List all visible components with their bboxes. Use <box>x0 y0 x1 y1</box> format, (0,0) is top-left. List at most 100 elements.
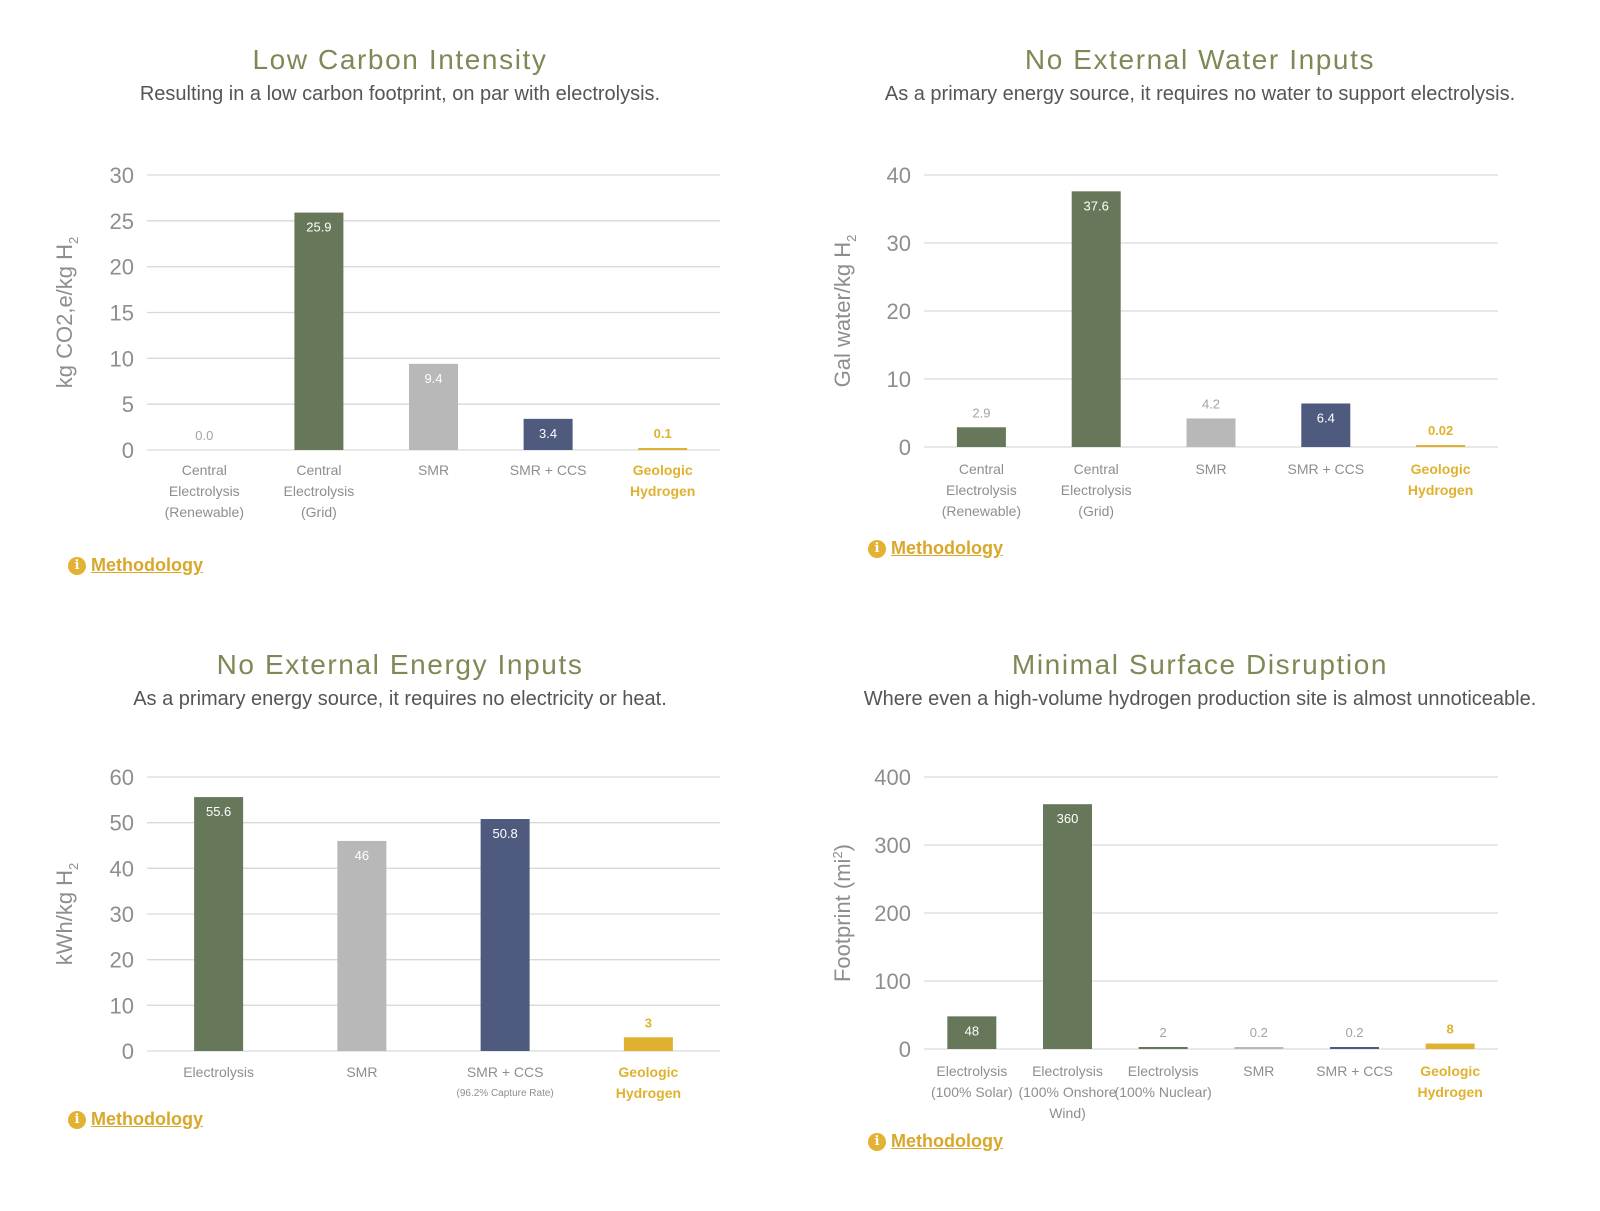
y-tick-label: 30 <box>110 902 134 927</box>
x-tick-label: Geologic <box>633 462 693 478</box>
y-axis-label-subscript: 2 <box>66 863 81 870</box>
y-tick-label: 20 <box>110 948 134 973</box>
y-tick-label: 400 <box>874 765 911 790</box>
methodology-link[interactable]: i Methodology <box>868 1131 1003 1152</box>
x-tick-label: Central <box>182 462 227 478</box>
methodology-link[interactable]: i Methodology <box>68 555 203 576</box>
info-icon: i <box>868 539 886 558</box>
bar-value-label: 8 <box>1447 1022 1454 1037</box>
x-tick-label: Hydrogen <box>630 483 695 499</box>
chart-subtitle: As a primary energy source, it requires … <box>133 688 667 710</box>
bar-value-label: 55.6 <box>206 804 231 819</box>
x-tick-label: (100% Nuclear) <box>1115 1084 1212 1100</box>
bar-value-label: 46 <box>355 848 369 863</box>
x-tick-label: Electrolysis <box>169 483 240 499</box>
bar-value-label: 3 <box>645 1015 652 1030</box>
methodology-label: Methodology <box>891 538 1003 558</box>
carbon-intensity-chart: 0 5 10 15 20 25 30 kg CO2,e/kg H2 0.0 Central Elec… <box>52 163 720 520</box>
bar <box>1425 1043 1475 1049</box>
bar-value-label: 2 <box>1160 1025 1167 1040</box>
y-axis-label-subscript: 2 <box>66 237 81 244</box>
chart-subtitle: Resulting in a low carbon footprint, on … <box>139 83 661 105</box>
bar-value-label: 37.6 <box>1084 198 1109 213</box>
x-tick-label: Electrolysis <box>946 482 1017 498</box>
bar <box>294 212 344 450</box>
x-tick-label: SMR + CCS <box>1316 1063 1393 1079</box>
methodology-link[interactable]: i Methodology <box>68 1109 203 1130</box>
methodology-label: Methodology <box>91 555 203 575</box>
bar <box>1234 1047 1284 1049</box>
chart-plot-group: 0 5 10 15 20 25 30 kg CO2,e/kg H2 0.0 Central Elec… <box>52 163 720 520</box>
bar <box>1301 403 1351 447</box>
bar <box>1071 191 1121 447</box>
x-tick-label: SMR + CCS <box>467 1064 544 1080</box>
bar <box>523 418 573 450</box>
chart-plot-group: 0 10 20 30 40 Gal water/kg H2 2.9 Central Electr… <box>830 163 1498 519</box>
x-tick-label: Central <box>959 461 1004 477</box>
x-tick-label: SMR <box>418 462 449 478</box>
x-tick-label: Electrolysis <box>936 1063 1007 1079</box>
bar <box>409 363 458 450</box>
chart-title: No External Water Inputs <box>1024 44 1376 75</box>
x-tick-label: Geologic <box>618 1064 678 1080</box>
x-tick-label: Electrolysis <box>183 1064 254 1080</box>
bar-value-label: 48 <box>965 1023 979 1038</box>
bar <box>1043 804 1092 1049</box>
x-tick-label: Hydrogen <box>1417 1084 1482 1100</box>
y-axis-label-text: kg CO2,e/kg H <box>52 244 77 388</box>
x-tick-label: Electrolysis <box>1032 1063 1103 1079</box>
bar <box>1186 418 1236 447</box>
x-tick-label: SMR + CCS <box>510 462 587 478</box>
y-tick-label: 25 <box>110 209 134 234</box>
x-tick-label: SMR <box>346 1064 377 1080</box>
bar-value-label: 2.9 <box>972 405 990 420</box>
chart-subtitle: Where even a high-volume hydrogen produc… <box>863 688 1537 710</box>
y-axis-label: kWh/kg H2 <box>52 863 81 966</box>
y-axis-label-text: Gal water/kg H <box>830 242 855 388</box>
bar-value-label: 360 <box>1057 811 1079 826</box>
y-tick-label: 200 <box>874 901 911 926</box>
chart-panel-water: No External Water Inputs As a primary en… <box>800 0 1600 605</box>
bar-value-label: 9.4 <box>424 371 442 386</box>
chart-plot-group: 0 10 20 30 40 50 60 kWh/kg H2 55.6 Electrolysis 46… <box>52 765 720 1101</box>
y-tick-label: 10 <box>110 346 134 371</box>
bar <box>337 840 387 1051</box>
chart-title: Minimal Surface Disruption <box>1011 649 1389 680</box>
bar <box>480 819 530 1051</box>
info-icon: i <box>68 556 86 575</box>
y-tick-label: 20 <box>887 299 911 324</box>
x-tick-label: Electrolysis <box>1128 1063 1199 1079</box>
x-tick-label: (Renewable) <box>165 504 244 520</box>
chart-subtitle: As a primary energy source, it requires … <box>884 83 1516 105</box>
y-tick-label: 300 <box>874 833 911 858</box>
surface-footprint-chart: 0 100 200 300 400 Footprint (mi 2) 48 Electrolys… <box>830 765 1498 1121</box>
y-axis-label: kg CO2,e/kg H2 <box>52 237 81 389</box>
y-axis-label-subscript: 2 <box>844 235 859 242</box>
x-tick-label: (100% Solar) <box>931 1084 1013 1100</box>
y-tick-label: 0 <box>899 1037 911 1062</box>
bar-value-label: 0.2 <box>1250 1025 1268 1040</box>
bar <box>1330 1047 1379 1049</box>
x-tick-label: Geologic <box>1420 1063 1480 1079</box>
x-tick-label: (Grid) <box>301 504 337 520</box>
chart-panel-energy: No External Energy Inputs As a primary e… <box>0 605 800 1210</box>
y-tick-label: 15 <box>110 301 134 326</box>
bar-value-label: 0.2 <box>1345 1025 1363 1040</box>
y-tick-label: 100 <box>874 969 911 994</box>
bar-value-label: 6.4 <box>1317 410 1335 425</box>
y-tick-label: 0 <box>122 438 134 463</box>
y-tick-label: 20 <box>110 255 134 280</box>
bar <box>947 1016 997 1049</box>
bar <box>623 1037 673 1051</box>
y-axis-label-end: ) <box>830 844 855 851</box>
y-axis-label: Gal water/kg H2 <box>830 235 859 388</box>
y-axis-label-text: Footprint (mi <box>830 859 855 982</box>
x-tick-label: (Grid) <box>1078 503 1114 519</box>
bar-value-label: 4.2 <box>1202 396 1220 411</box>
y-tick-label: 10 <box>110 993 134 1018</box>
bar <box>194 797 244 1051</box>
x-tick-label: Electrolysis <box>284 483 355 499</box>
y-tick-label: 10 <box>887 367 911 392</box>
methodology-link[interactable]: i Methodology <box>868 538 1003 559</box>
bar-value-label: 0.02 <box>1428 423 1453 438</box>
